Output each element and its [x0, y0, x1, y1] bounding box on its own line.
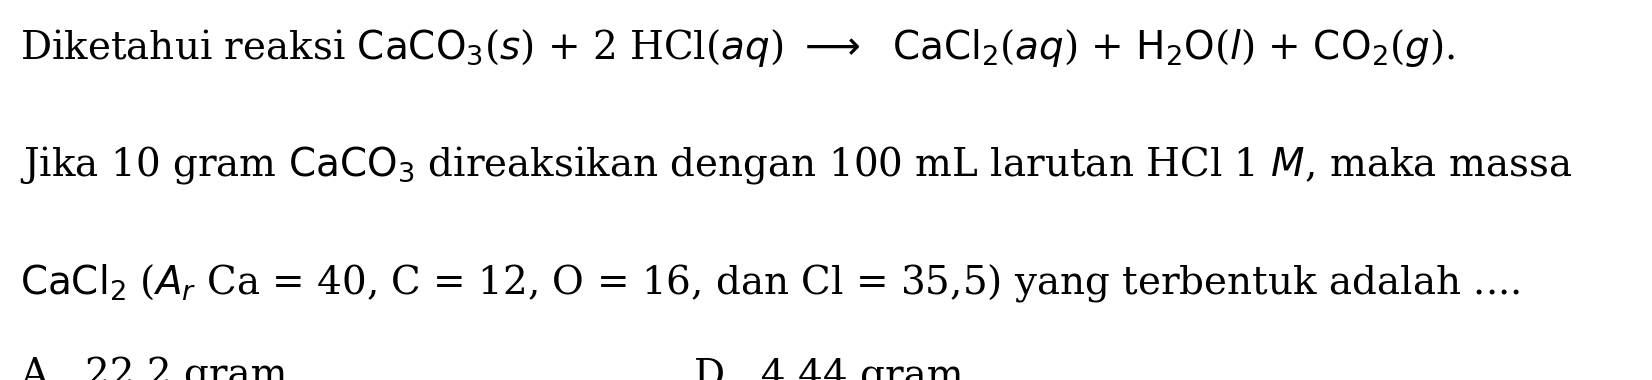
Text: $\mathrm{CaCl_2}$ ($A_r$ Ca = 40, C = 12, O = 16, dan Cl = 35,5) yang terbentuk : $\mathrm{CaCl_2}$ ($A_r$ Ca = 40, C = 12…	[20, 262, 1523, 304]
Text: Jika 10 gram $\mathrm{CaCO_3}$ direaksikan dengan 100 mL larutan HCl 1 $M$, maka: Jika 10 gram $\mathrm{CaCO_3}$ direaksik…	[20, 144, 1573, 187]
Text: A.  22,2 gram: A. 22,2 gram	[20, 357, 287, 380]
Text: Diketahui reaksi $\mathrm{CaCO_3}$($s$) + 2 HCl($aq$) $\longrightarrow$  $\mathr: Diketahui reaksi $\mathrm{CaCO_3}$($s$) …	[20, 27, 1455, 69]
Text: D.  4,44 gram: D. 4,44 gram	[694, 357, 963, 380]
